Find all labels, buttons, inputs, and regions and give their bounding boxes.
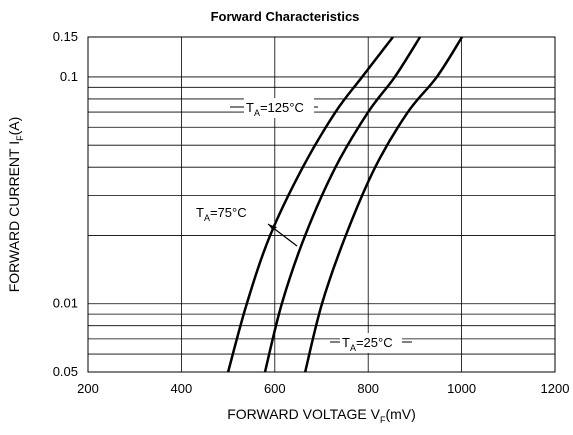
y-tick-label: 0.15 — [53, 29, 78, 44]
label-sub: F — [380, 415, 386, 425]
label-rest: =125°C — [260, 100, 304, 115]
chart-title: Forward Characteristics — [211, 9, 360, 24]
label-sub: A — [350, 343, 356, 353]
label-rest: (mV) — [385, 406, 415, 422]
annotation: TA=75°C — [196, 205, 247, 223]
annotation-bg — [340, 333, 402, 353]
curve — [263, 36, 422, 373]
y-axis-label: FORWARD CURRENT IF(A) — [6, 117, 25, 293]
label-rest: (A) — [6, 117, 22, 136]
y-tick-label: 0.01 — [53, 296, 78, 311]
label-rest: =75°C — [210, 205, 247, 220]
annotation: TA=125°C — [246, 100, 304, 118]
label-text: T — [342, 335, 350, 350]
x-axis-label: FORWARD VOLTAGE VF(mV) — [227, 406, 416, 425]
label-text: T — [246, 100, 254, 115]
x-tick-label: 800 — [357, 381, 379, 396]
curve — [303, 36, 464, 373]
plot-frame — [87, 36, 556, 373]
annotation-bg — [244, 98, 314, 118]
curve — [226, 36, 394, 373]
arrow-head — [268, 224, 277, 231]
label-sub: A — [204, 213, 210, 223]
label-sub: F — [15, 135, 25, 141]
annotation-bg — [194, 203, 258, 223]
annotation: TA=25°C — [342, 335, 393, 353]
x-tick-label: 600 — [264, 381, 286, 396]
label-text: T — [196, 205, 204, 220]
label-text: FORWARD CURRENT I — [6, 141, 22, 292]
label-sub: A — [254, 108, 260, 118]
x-tick-label: 400 — [171, 381, 193, 396]
y-tick-label: 0.05 — [53, 364, 78, 379]
x-tick-label: 1000 — [447, 381, 476, 396]
label-rest: =25°C — [356, 335, 393, 350]
label-text: FORWARD VOLTAGE V — [227, 406, 380, 422]
y-tick-label: 0.1 — [60, 69, 78, 84]
x-tick-label: 1200 — [541, 381, 570, 396]
x-tick-label: 200 — [77, 381, 99, 396]
